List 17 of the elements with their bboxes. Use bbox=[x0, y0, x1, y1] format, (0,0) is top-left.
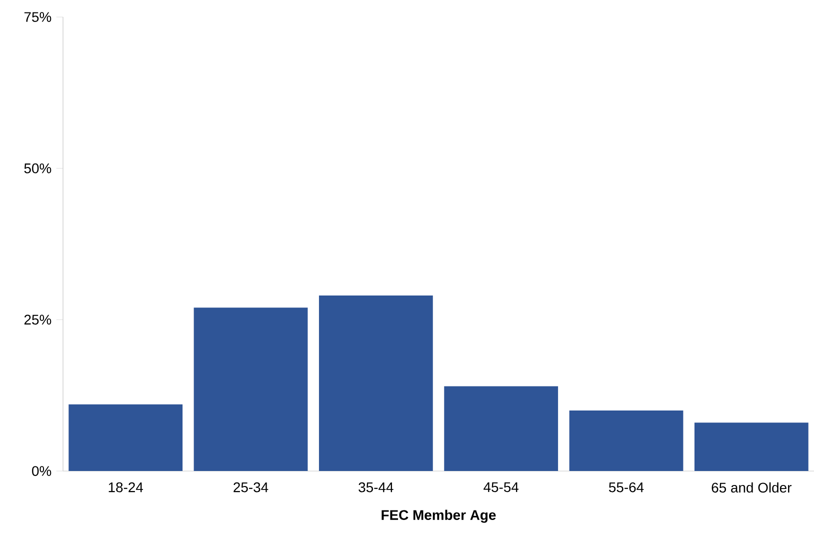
bar bbox=[444, 386, 558, 471]
bar bbox=[318, 295, 433, 471]
y-tick-label: 50% bbox=[24, 163, 52, 174]
y-tick-label: 75% bbox=[24, 12, 52, 22]
bar bbox=[194, 308, 308, 471]
x-tick-label: 65 and Older bbox=[712, 482, 792, 493]
bar bbox=[694, 422, 808, 471]
x-tick-label: 55-64 bbox=[608, 482, 644, 492]
y-tick-label: 25% bbox=[24, 314, 52, 325]
x-tick-label: 25-34 bbox=[234, 482, 268, 492]
y-tick-label: 0% bbox=[32, 466, 52, 476]
x-tick-label: 45-54 bbox=[484, 482, 518, 492]
x-tick-label: 18-24 bbox=[108, 482, 143, 492]
bar bbox=[68, 404, 183, 471]
bar bbox=[569, 410, 684, 471]
x-tick-label: 35-44 bbox=[358, 482, 394, 492]
x-axis-title: FEC Member Age bbox=[382, 510, 496, 523]
